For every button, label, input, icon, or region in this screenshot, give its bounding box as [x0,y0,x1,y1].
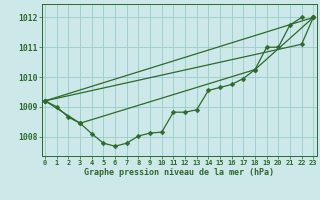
X-axis label: Graphe pression niveau de la mer (hPa): Graphe pression niveau de la mer (hPa) [84,168,274,177]
